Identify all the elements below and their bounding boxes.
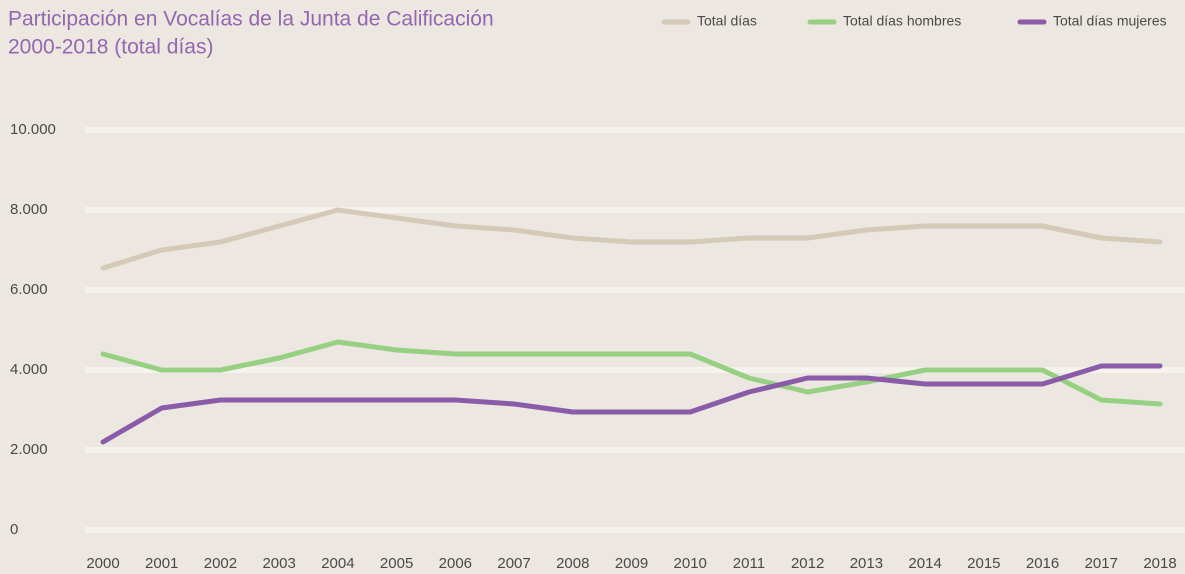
chart-title: Participación en Vocalías de la Junta de… — [8, 8, 494, 31]
x-tick-label: 2011 — [733, 555, 765, 572]
series-line — [100, 207, 1163, 271]
legend-label: Total días — [697, 13, 757, 29]
x-tick-label: 2000 — [86, 555, 119, 572]
series-line — [100, 363, 1163, 445]
x-tick-label: 2012 — [791, 555, 824, 572]
x-tick-label: 2008 — [556, 555, 589, 572]
x-tick-label: 2013 — [850, 555, 883, 572]
x-tick-label: 2010 — [674, 555, 707, 572]
x-tick-label: 2017 — [1085, 555, 1118, 572]
x-tick-label: 2002 — [204, 555, 237, 572]
x-tick-label: 2015 — [967, 555, 1000, 572]
x-tick-label: 2004 — [321, 555, 354, 572]
x-tick-label: 2018 — [1143, 555, 1176, 572]
y-tick-label: 6.000 — [10, 281, 48, 298]
x-tick-label: 2005 — [380, 555, 413, 572]
x-tick-label: 2006 — [439, 555, 472, 572]
x-tick-label: 2009 — [615, 555, 648, 572]
y-tick-label: 2.000 — [10, 441, 48, 458]
x-tick-label: 2001 — [145, 555, 178, 572]
x-tick-label: 2016 — [1026, 555, 1059, 572]
series-line — [100, 339, 1163, 407]
legend-label: Total días hombres — [843, 13, 961, 29]
y-tick-label: 4.000 — [10, 361, 48, 378]
x-tick-label: 2007 — [497, 555, 530, 572]
y-tick-label: 10.000 — [10, 121, 56, 138]
x-tick-label: 2003 — [262, 555, 295, 572]
y-tick-label: 8.000 — [10, 201, 48, 218]
chart-title: 2000-2018 (total días) — [8, 36, 213, 59]
x-tick-label: 2014 — [908, 555, 941, 572]
y-tick-label: 0 — [10, 521, 18, 538]
legend-label: Total días mujeres — [1053, 13, 1167, 29]
